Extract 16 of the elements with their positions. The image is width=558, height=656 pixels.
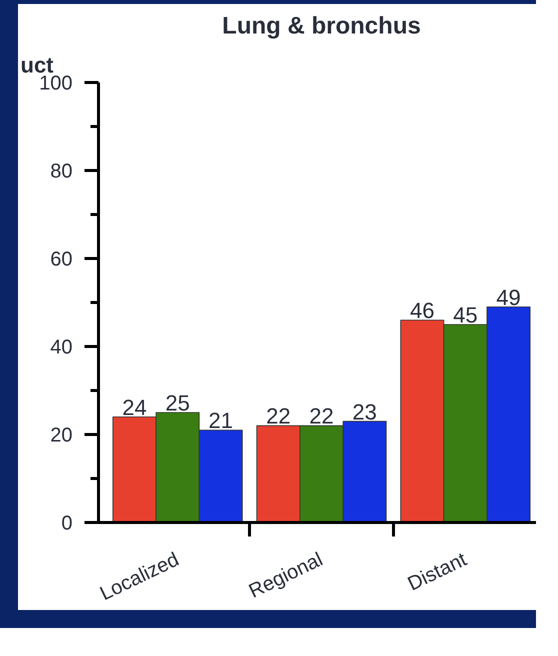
data-label: 49 [496, 284, 521, 310]
y-tick-label: 0 [61, 512, 72, 534]
data-label: 22 [309, 404, 334, 429]
y-tick-label: 20 [50, 424, 73, 446]
y-tick-label: 80 [50, 160, 73, 182]
chart-title: Lung & bronchus [222, 12, 421, 40]
data-label: 23 [352, 399, 377, 424]
y-tick-label: 100 [39, 72, 73, 94]
data-label: 25 [165, 390, 190, 416]
y-tick-label: 40 [50, 336, 73, 358]
data-label: 46 [410, 298, 434, 324]
data-label: 45 [453, 302, 478, 328]
y-tick-label: 60 [50, 248, 73, 270]
data-label: 24 [122, 394, 147, 420]
data-label: 21 [208, 408, 234, 434]
data-label: 22 [266, 404, 291, 429]
